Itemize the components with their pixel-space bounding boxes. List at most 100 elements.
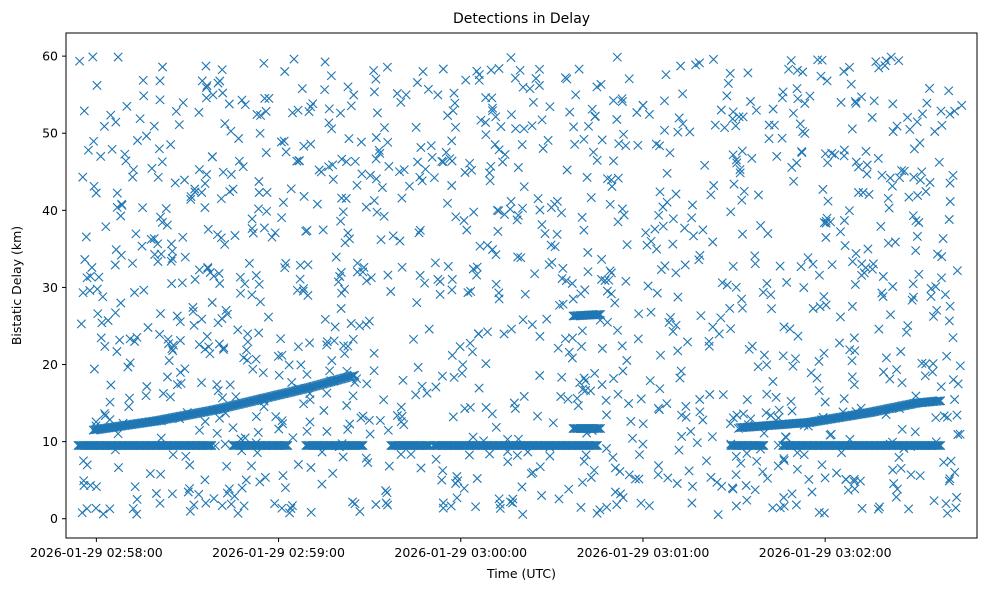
scatter-point <box>525 84 535 94</box>
scatter-point <box>528 97 538 107</box>
scatter-point <box>743 68 753 78</box>
y-tick-label: 40 <box>42 203 58 218</box>
scatter-point <box>800 98 810 109</box>
scatter-point <box>277 416 287 426</box>
scatter-point <box>113 463 124 473</box>
scatter-point <box>207 440 217 451</box>
scatter-point <box>851 248 861 259</box>
scatter-point <box>518 315 528 325</box>
scatter-point <box>887 437 898 447</box>
scatter-point <box>306 139 316 149</box>
scatter-point <box>747 341 757 351</box>
scatter-point <box>881 409 891 420</box>
scatter-point <box>891 492 901 502</box>
scatter-point <box>885 310 896 320</box>
scatter-point <box>81 232 91 242</box>
scatter-point <box>441 147 451 157</box>
scatter-point <box>653 461 664 471</box>
y-tick-label: 10 <box>42 434 58 449</box>
scatter-point <box>581 450 591 460</box>
scatter-point <box>758 287 768 297</box>
scatter-point <box>139 91 149 101</box>
scatter-point <box>556 391 566 402</box>
scatter-point <box>166 239 176 249</box>
scatter-point <box>738 112 748 122</box>
scatter-point <box>450 122 461 132</box>
scatter-point <box>678 89 688 99</box>
scatter-point <box>124 402 134 412</box>
scatter-point <box>784 64 794 74</box>
scatter-point <box>843 485 853 495</box>
scatter-point <box>542 314 552 324</box>
scatter-point <box>725 303 735 313</box>
scatter-point <box>458 360 468 370</box>
scatter-point <box>569 122 579 132</box>
scatter-point <box>375 415 385 426</box>
scatter-point <box>248 228 258 238</box>
scatter-point <box>731 121 741 131</box>
scatter-point <box>188 302 198 312</box>
scatter-point <box>292 285 302 295</box>
scatter-point <box>945 178 955 188</box>
scatter-point <box>293 342 303 352</box>
scatter-point <box>622 240 632 250</box>
scatter-point <box>128 172 138 182</box>
scatter-point <box>156 416 166 426</box>
scatter-point <box>562 165 572 175</box>
scatter-point <box>821 232 831 243</box>
scatter-point <box>132 509 142 519</box>
scatter-point <box>567 353 577 363</box>
scatter-point <box>155 498 165 508</box>
scatter-point <box>908 292 918 302</box>
scatter-point <box>383 270 393 280</box>
scatter-point <box>356 137 366 147</box>
scatter-point <box>948 375 958 385</box>
scatter-point <box>608 452 618 462</box>
scatter-point <box>574 64 584 74</box>
scatter-point <box>79 480 89 491</box>
scatter-point <box>868 259 878 269</box>
scatter-point <box>835 312 846 322</box>
scatter-point <box>814 386 824 396</box>
scatter-point <box>779 455 789 466</box>
scatter-point <box>215 76 225 86</box>
scatter-point <box>92 80 102 90</box>
scatter-point <box>331 252 341 262</box>
scatter-point <box>495 503 505 513</box>
scatter-point <box>627 433 638 443</box>
scatter-point <box>346 101 356 111</box>
scatter-point <box>326 376 336 386</box>
scatter-point <box>742 395 752 405</box>
scatter-point <box>792 448 802 458</box>
scatter-point <box>535 331 545 341</box>
scatter-point <box>853 162 864 172</box>
scatter-point <box>922 98 932 108</box>
scatter-point <box>602 317 613 327</box>
scatter-point <box>312 199 322 209</box>
scatter-point <box>513 210 523 220</box>
scatter-point <box>352 180 362 190</box>
scatter-point <box>790 354 801 364</box>
scatter-point <box>172 311 182 321</box>
scatter-point <box>77 508 87 518</box>
scatter-point <box>189 500 199 510</box>
scatter-point <box>946 456 956 466</box>
scatter-point <box>779 492 789 503</box>
scatter-point <box>112 346 122 357</box>
scatter-point <box>415 225 425 235</box>
scatter-point <box>371 74 381 84</box>
scatter-point <box>602 286 612 296</box>
scatter-point <box>928 311 939 321</box>
scatter-point <box>217 65 227 75</box>
scatter-point <box>508 494 518 504</box>
scatter-point <box>516 253 526 263</box>
scatter-point <box>793 331 803 341</box>
scatter-point <box>586 472 596 483</box>
scatter-point <box>255 297 265 307</box>
scatter-point <box>175 367 185 377</box>
scatter-point <box>93 309 103 319</box>
scatter-point <box>952 266 962 276</box>
scatter-point <box>674 445 684 455</box>
scatter-point <box>888 281 898 292</box>
scatter-point <box>613 389 623 399</box>
